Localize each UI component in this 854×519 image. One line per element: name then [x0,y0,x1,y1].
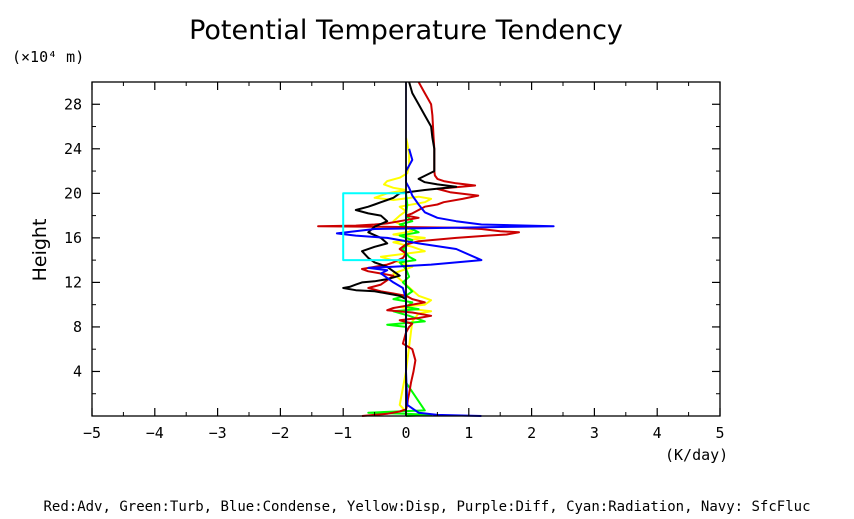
series-line-3 [342,81,458,300]
series-layer [317,81,555,417]
chart-title: Potential Temperature Tendency [189,15,623,46]
y-unit-label: (×10⁴ m) [12,48,84,66]
x-tick-label: −5 [83,424,101,442]
x-tick-label: 1 [464,424,473,442]
x-tick-label: 2 [527,424,536,442]
x-tick-label: −3 [209,424,227,442]
x-tick-label: −4 [146,424,164,442]
y-tick-label: 28 [64,95,82,113]
x-tick-label: 0 [401,424,410,442]
y-tick-label: 16 [64,229,82,247]
x-tick-label: 4 [653,424,662,442]
y-tick-label: 4 [73,362,82,380]
x-tick-label: −2 [271,424,289,442]
x-axis-label: (K/day) [665,446,728,464]
y-axis-label: Height [29,219,51,282]
y-tick-label: 8 [73,318,82,336]
y-tick-label: 24 [64,140,82,158]
x-tick-label: 3 [590,424,599,442]
legend-footnote: Red:Adv, Green:Turb, Blue:Condense, Yell… [43,499,811,515]
y-tick-label: 12 [64,273,82,291]
series-line-0 [373,137,433,416]
y-tick-label: 20 [64,184,82,202]
x-tick-label: −1 [334,424,352,442]
x-tick-label: 5 [715,424,724,442]
